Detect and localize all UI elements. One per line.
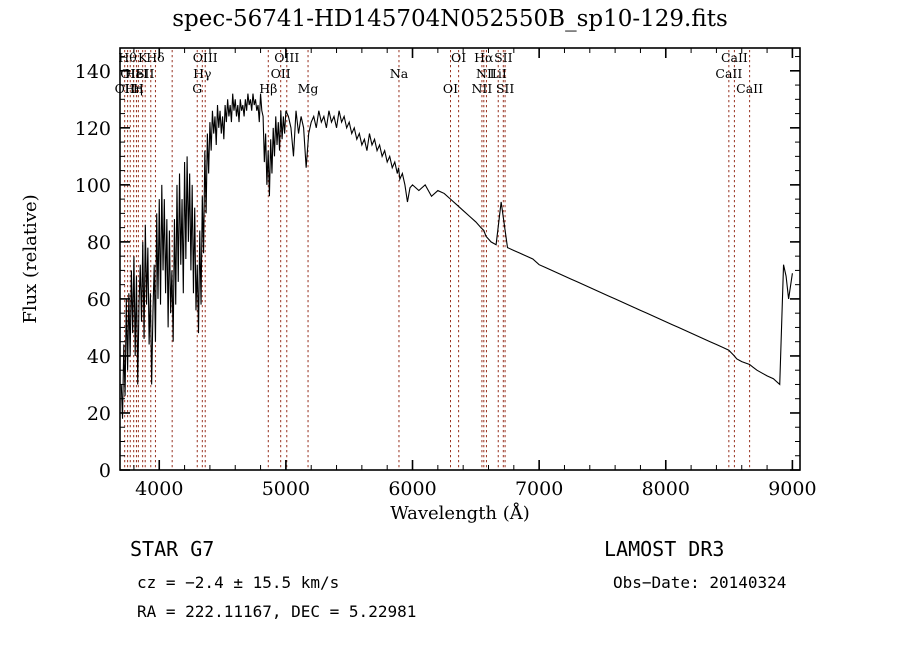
footer-survey: LAMOST DR3 [604,537,724,561]
line-label-OI: OI [451,50,466,65]
y-axis-title: Flux (relative) [20,194,41,323]
line-label-SII: SII [496,81,515,96]
line-label-HeI: HeI [125,66,148,81]
line-markers [124,50,751,470]
line-label-Hα: Hα [474,50,494,65]
y-tick-label: 60 [87,289,111,311]
y-tick-label: 140 [75,61,111,83]
line-label-OIII: OIII [193,50,218,65]
footer-object-type: STAR G7 [130,537,214,561]
y-axis: 0 20 40 60 80 100 120 140 [75,56,800,482]
x-tick-label: 5000 [262,478,310,500]
line-label-LiI: LiI [490,66,507,81]
line-label-Na: Na [390,66,409,81]
line-label-OII: OII [271,66,291,81]
x-axis: 4000 5000 6000 7000 8000 9000 [133,48,817,500]
x-tick-label: 9000 [768,478,816,500]
line-label-Hη: Hη [124,81,142,96]
plot-frame [119,47,801,471]
line-label-SII: SII [494,50,513,65]
footer-cz: cz = −2.4 ± 15.5 km/s [137,573,339,592]
line-label-OII: OII [115,81,135,96]
x-tick-label: 6000 [388,478,436,500]
line-label-OIII: OIII [274,50,299,65]
line-label-NII: NII [471,81,492,96]
line-label-OII: OII [120,66,140,81]
line-label-CaII: CaII [721,50,748,65]
line-label-K: K [138,50,148,65]
line-label-NII: NII [476,66,497,81]
page-title: spec-56741-HD145704N052550B_sp10-129.fit… [172,6,728,32]
line-label-Hγ: Hγ [193,66,211,81]
y-tick-label: 120 [75,118,111,140]
spectrum-trace [120,93,793,419]
line-label-Hθ: Hθ [118,50,136,65]
line-label-H: H [133,81,144,96]
y-tick-label: 100 [75,175,111,197]
x-tick-label: 4000 [135,478,183,500]
line-label-SII: SII [136,66,155,81]
y-tick-label: 20 [87,403,111,425]
line-label-CaII: CaII [715,66,742,81]
y-tick-label: 80 [87,232,111,254]
footer-obs-date: Obs−Date: 20140324 [613,573,786,592]
line-label-Mg: Mg [298,81,319,96]
x-axis-title: Wavelength (Å) [390,502,530,524]
line-label-OI: OI [443,81,458,96]
line-label-G: G [192,81,202,96]
line-label-Hβ: Hβ [259,81,277,96]
x-tick-label: 7000 [515,478,563,500]
line-labels: OIIHθOIIHηHeIHKSIIHδGHγOIIIHβOIIOIIIMgNa… [115,50,763,96]
y-tick-label: 0 [99,460,111,482]
footer-coords: RA = 222.11167, DEC = 5.22981 [137,602,416,621]
line-label-Hδ: Hδ [146,50,164,65]
line-label-CaII: CaII [736,81,763,96]
x-tick-label: 8000 [642,478,690,500]
y-tick-label: 40 [87,346,111,368]
